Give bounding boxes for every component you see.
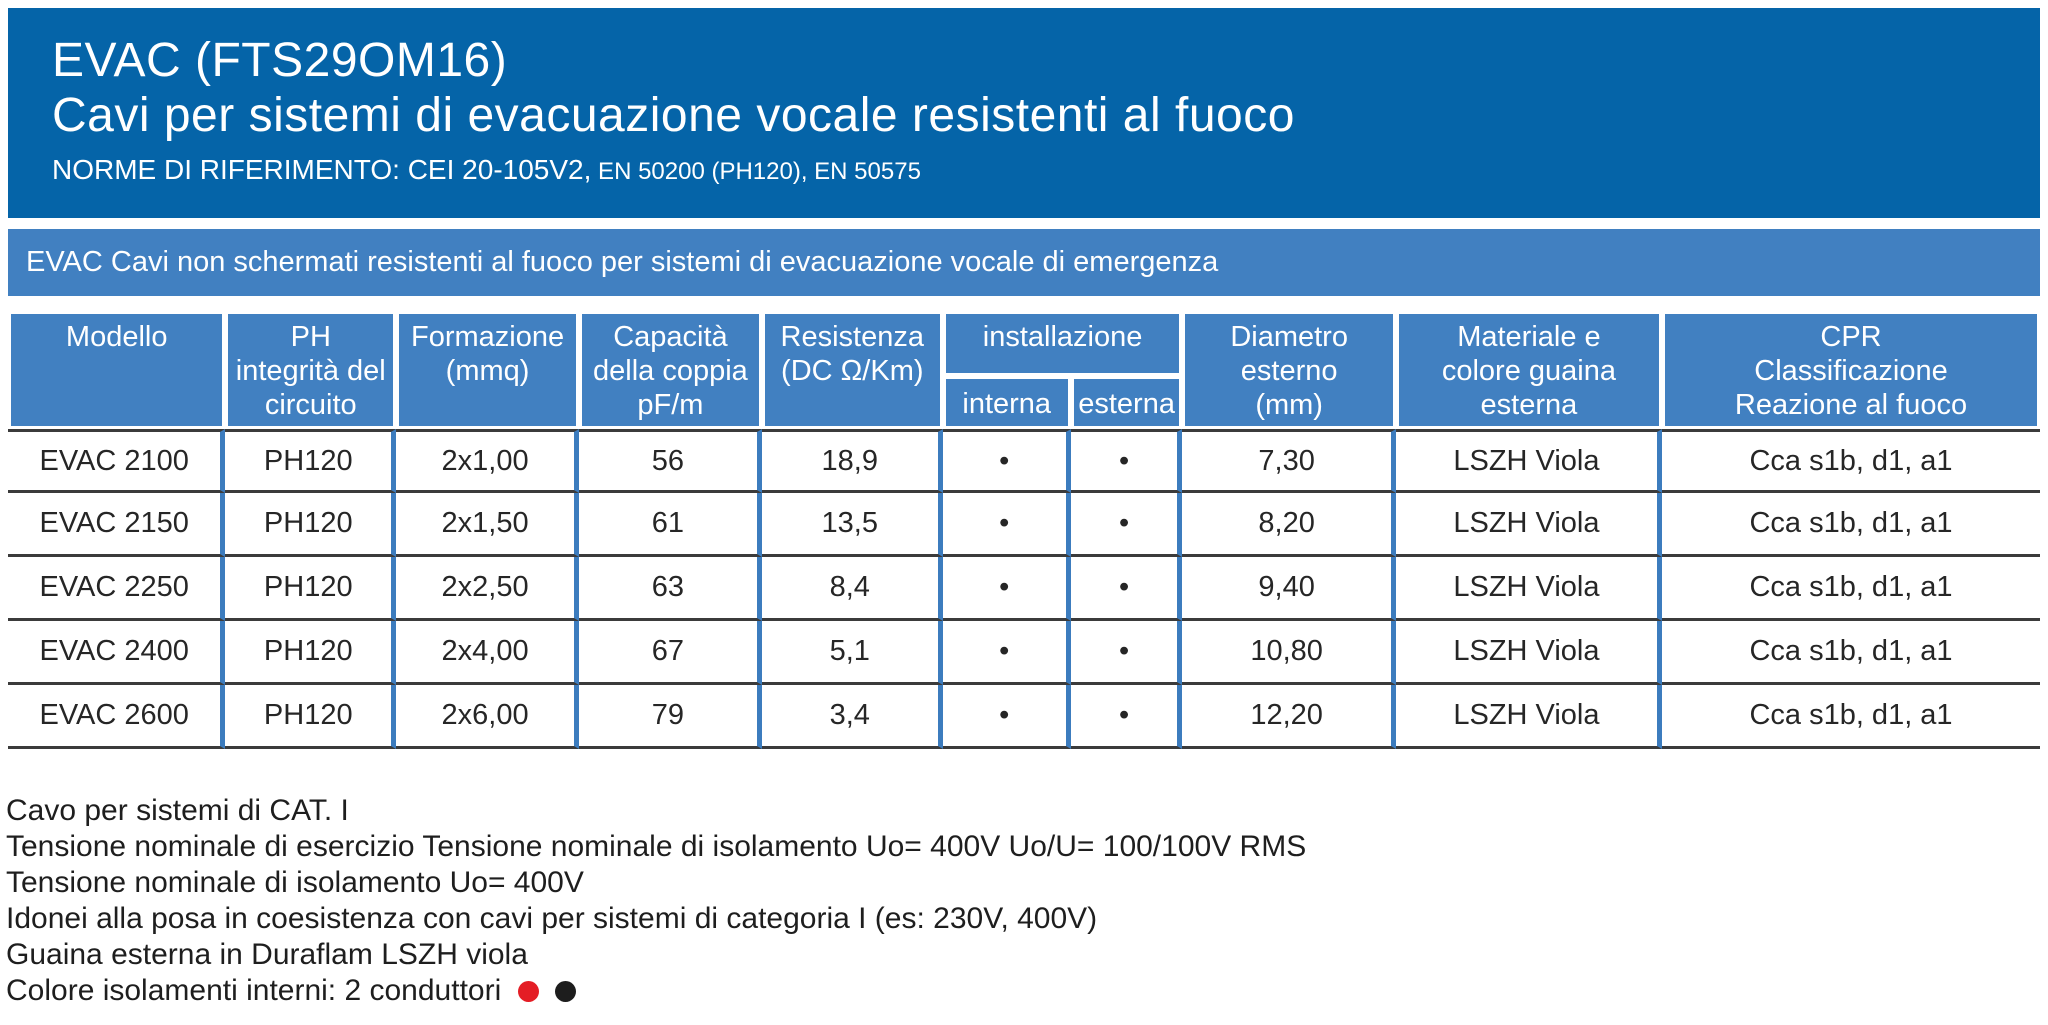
- reference-standards-main: NORME DI RIFERIMENTO: CEI 20-105V2,: [52, 154, 592, 185]
- cell-capacita: 67: [578, 621, 762, 685]
- cell-diametro: 10,80: [1182, 621, 1396, 685]
- cell-esterna-dot: •: [1070, 557, 1183, 621]
- cell-interna-dot: •: [942, 557, 1071, 621]
- column-header-ph: PH integrità del circuito: [225, 311, 397, 429]
- cell-formazione: 2x4,00: [396, 621, 579, 685]
- cell-interna-dot: •: [942, 429, 1071, 493]
- cell-esterna-dot: •: [1070, 429, 1183, 493]
- cell-diametro: 7,30: [1182, 429, 1396, 493]
- spec-table-body: EVAC 2100 PH120 2x1,00 56 18,9 • • 7,30 …: [8, 429, 2040, 749]
- column-header-diametro: Diametro esterno (mm): [1182, 311, 1396, 429]
- column-header-esterna: esterna: [1070, 376, 1183, 429]
- cell-ph: PH120: [225, 429, 397, 493]
- conductor-black-dot-icon: [554, 981, 576, 1002]
- conductor-red-dot-icon: [517, 981, 539, 1002]
- note-line: Guaina esterna in Duraflam LSZH viola: [6, 938, 528, 971]
- cell-modello: EVAC 2600: [8, 685, 226, 749]
- reference-standards-extra: EN 50200 (PH120), EN 50575: [591, 158, 921, 185]
- cell-cpr: Cca s1b, d1, a1: [1662, 621, 2040, 685]
- cell-cpr: Cca s1b, d1, a1: [1662, 685, 2040, 749]
- cell-cpr: Cca s1b, d1, a1: [1662, 429, 2040, 493]
- cell-resistenza: 18,9: [761, 429, 943, 493]
- cell-formazione: 2x1,50: [396, 493, 579, 557]
- cell-interna-dot: •: [942, 493, 1071, 557]
- cell-materiale: LSZH Viola: [1395, 557, 1663, 621]
- spec-table: Modello PH integrità del circuito Formaz…: [8, 311, 2040, 749]
- table-row: EVAC 2100 PH120 2x1,00 56 18,9 • • 7,30 …: [8, 429, 2040, 493]
- cell-esterna-dot: •: [1070, 621, 1183, 685]
- cell-esterna-dot: •: [1070, 685, 1183, 749]
- spec-table-header: Modello PH integrità del circuito Formaz…: [8, 311, 2040, 429]
- column-header-modello: Modello: [8, 311, 226, 429]
- cell-cpr: Cca s1b, d1, a1: [1662, 493, 2040, 557]
- column-header-resistenza: Resistenza (DC Ω/Km): [761, 311, 943, 429]
- cell-modello: EVAC 2100: [8, 429, 226, 493]
- page-header: EVAC (FTS29OM16) Cavi per sistemi di eva…: [8, 8, 2040, 218]
- cell-interna-dot: •: [942, 621, 1071, 685]
- product-banner: EVAC Cavi non schermati resistenti al fu…: [8, 229, 2040, 296]
- cell-materiale: LSZH Viola: [1395, 621, 1663, 685]
- cell-resistenza: 13,5: [761, 493, 943, 557]
- product-title: EVAC (FTS29OM16): [52, 34, 508, 87]
- column-header-formazione: Formazione (mmq): [396, 311, 579, 429]
- cell-ph: PH120: [225, 557, 397, 621]
- cell-resistenza: 3,4: [761, 685, 943, 749]
- column-header-interna: interna: [942, 376, 1071, 429]
- column-header-installazione: installazione: [942, 311, 1183, 377]
- notes-block: Cavo per sistemi di CAT. I Tensione nomi…: [6, 793, 2040, 1009]
- cell-formazione: 2x1,00: [396, 429, 579, 493]
- column-header-materiale: Materiale e colore guaina esterna: [1395, 311, 1663, 429]
- cell-diametro: 8,20: [1182, 493, 1396, 557]
- column-header-capacita: Capacità della coppia pF/m: [578, 311, 762, 429]
- cell-ph: PH120: [225, 685, 397, 749]
- reference-standards: NORME DI RIFERIMENTO: CEI 20-105V2, EN 5…: [52, 154, 2020, 188]
- cell-ph: PH120: [225, 493, 397, 557]
- table-row: EVAC 2600 PH120 2x6,00 79 3,4 • • 12,20 …: [8, 685, 2040, 749]
- cell-materiale: LSZH Viola: [1395, 429, 1663, 493]
- cell-modello: EVAC 2250: [8, 557, 226, 621]
- note-line: Idonei alla posa in coesistenza con cavi…: [6, 902, 1098, 935]
- table-row: EVAC 2400 PH120 2x4,00 67 5,1 • • 10,80 …: [8, 621, 2040, 685]
- product-banner-text: EVAC Cavi non schermati resistenti al fu…: [26, 246, 1219, 278]
- table-row: EVAC 2250 PH120 2x2,50 63 8,4 • • 9,40 L…: [8, 557, 2040, 621]
- note-line: Cavo per sistemi di CAT. I: [6, 794, 349, 827]
- cell-formazione: 2x2,50: [396, 557, 579, 621]
- table-row: EVAC 2150 PH120 2x1,50 61 13,5 • • 8,20 …: [8, 493, 2040, 557]
- cell-capacita: 56: [578, 429, 762, 493]
- product-subtitle: Cavi per sistemi di evacuazione vocale r…: [52, 89, 1295, 142]
- cell-cpr: Cca s1b, d1, a1: [1662, 557, 2040, 621]
- cell-esterna-dot: •: [1070, 493, 1183, 557]
- cell-modello: EVAC 2400: [8, 621, 226, 685]
- cell-modello: EVAC 2150: [8, 493, 226, 557]
- cell-resistenza: 8,4: [761, 557, 943, 621]
- cell-diametro: 12,20: [1182, 685, 1396, 749]
- note-line: Tensione nominale di esercizio Tensione …: [6, 830, 1307, 863]
- cell-capacita: 79: [578, 685, 762, 749]
- column-header-cpr: CPR Classificazione Reazione al fuoco: [1662, 311, 2040, 429]
- note-line: Tensione nominale di isolamento Uo= 400V: [6, 866, 584, 899]
- cell-capacita: 63: [578, 557, 762, 621]
- cell-ph: PH120: [225, 621, 397, 685]
- cell-materiale: LSZH Viola: [1395, 493, 1663, 557]
- cell-interna-dot: •: [942, 685, 1071, 749]
- cell-formazione: 2x6,00: [396, 685, 579, 749]
- cell-diametro: 9,40: [1182, 557, 1396, 621]
- cell-materiale: LSZH Viola: [1395, 685, 1663, 749]
- conductors-text: Colore isolamenti interni: 2 conduttori: [6, 974, 502, 1007]
- cell-capacita: 61: [578, 493, 762, 557]
- note-line-conductors: Colore isolamenti interni: 2 conduttori: [6, 973, 2040, 1009]
- cell-resistenza: 5,1: [761, 621, 943, 685]
